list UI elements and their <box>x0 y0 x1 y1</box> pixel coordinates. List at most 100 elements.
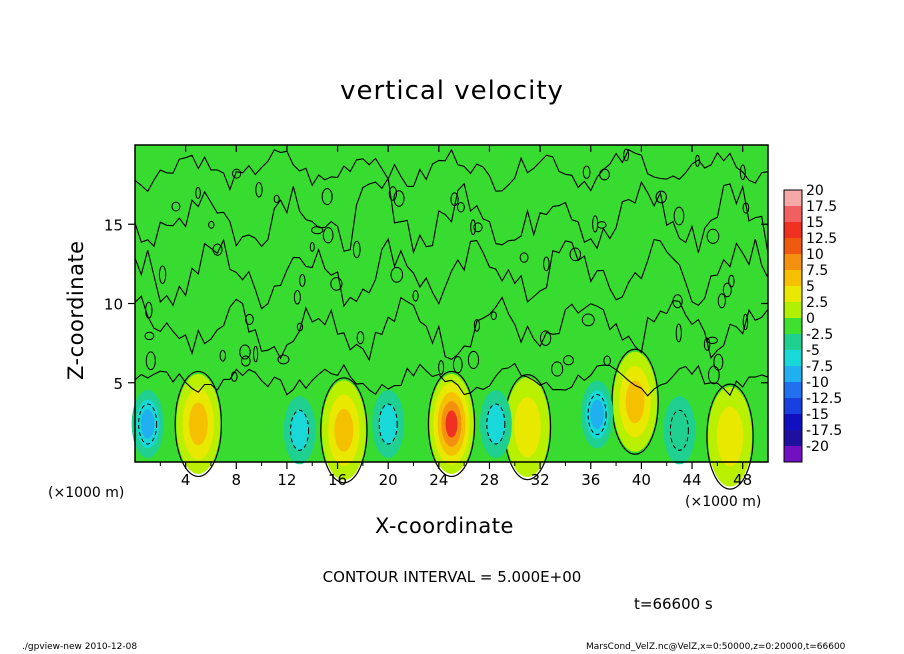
downdraft-contour <box>138 403 158 445</box>
small-contour-loop <box>599 168 610 181</box>
small-contour-loop <box>603 355 611 366</box>
updraft-cell <box>188 402 208 446</box>
colorbar-label: -5 <box>806 343 820 359</box>
colorbar-swatch <box>784 190 802 206</box>
updraft-cell <box>445 410 458 438</box>
colorbar-frame <box>783 189 803 463</box>
small-contour-loop <box>244 313 254 325</box>
downdraft-cell <box>378 403 398 445</box>
small-contour-loop <box>390 266 404 283</box>
small-contour-loop <box>277 354 290 365</box>
colorbar-swatch <box>784 206 802 222</box>
downdraft-cell <box>140 409 155 439</box>
x-tick-label: 20 <box>379 471 398 489</box>
colorbar-label: 0 <box>806 311 815 327</box>
small-contour-loop <box>321 188 333 206</box>
updraft-cell <box>716 406 744 467</box>
colorbar-swatch <box>784 366 802 382</box>
x-tick-label: 16 <box>328 471 347 489</box>
small-contour-loop <box>352 240 361 259</box>
small-contour-loop <box>592 215 599 233</box>
small-contour-loop <box>311 226 324 235</box>
small-contour-loop <box>438 360 445 375</box>
downdraft-cell <box>663 396 696 465</box>
x-unit-label-right: (×1000 m) <box>685 494 762 510</box>
small-contour-loop <box>253 345 259 363</box>
x-tick-label: 8 <box>232 471 242 489</box>
colorbar-label: 17.5 <box>806 199 837 215</box>
small-contour-loop <box>195 186 201 199</box>
small-contour-loop <box>293 290 301 305</box>
x-tick-label: 4 <box>181 471 191 489</box>
colorbar-swatch <box>784 382 802 398</box>
small-contour-loop <box>255 182 263 198</box>
small-contour-loop <box>450 192 459 207</box>
small-contour-loop <box>473 318 480 332</box>
small-contour-loop <box>519 252 529 263</box>
colorbar-label: -17.5 <box>806 423 842 439</box>
small-contour-loop <box>543 256 550 272</box>
small-contour-loop <box>467 350 480 370</box>
colorbar-label: 2.5 <box>806 295 828 311</box>
updraft-cell <box>334 408 354 452</box>
small-contour-loop <box>569 247 582 262</box>
colorbar-label: -10 <box>806 375 829 391</box>
zero-contour-line <box>134 237 769 310</box>
x-tick-label: 28 <box>480 471 499 489</box>
x-tick-label: 48 <box>733 471 752 489</box>
colorbar-label: -12.5 <box>806 391 842 407</box>
small-contour-loop <box>672 294 683 309</box>
small-contour-loop <box>330 277 343 291</box>
colorbar-swatch <box>784 350 802 366</box>
updraft-contour <box>427 370 476 478</box>
updraft-contour <box>174 370 222 478</box>
downdraft-cell <box>590 399 604 430</box>
colorbar-swatch <box>784 318 802 334</box>
small-contour-loop <box>273 194 280 204</box>
small-contour-loop <box>230 371 238 382</box>
small-contour-loop <box>675 323 682 343</box>
zero-contour-line <box>134 362 769 397</box>
time-stamp-text: t=66600 s <box>634 595 713 613</box>
small-contour-loop <box>551 361 564 377</box>
small-contour-loop <box>563 355 574 366</box>
colorbar-swatch <box>784 270 802 286</box>
colorbar-swatch <box>784 414 802 430</box>
small-contour-loop <box>728 274 735 288</box>
colorbar-swatch <box>784 398 802 414</box>
updraft-cell <box>625 380 645 424</box>
small-contour-loop <box>470 219 477 236</box>
small-contour-loop <box>713 353 724 371</box>
downdraft-contour <box>378 403 398 445</box>
colorbar-label: -2.5 <box>806 327 833 343</box>
x-tick-label: 24 <box>429 471 448 489</box>
small-contour-loop <box>240 355 251 367</box>
colorbar-swatch <box>784 334 802 350</box>
small-contour-loop <box>581 313 595 327</box>
small-contour-loop <box>717 293 726 309</box>
updraft-cell <box>514 397 541 458</box>
x-tick-label: 32 <box>531 471 550 489</box>
small-contour-loop <box>393 190 405 207</box>
downdraft-contour <box>669 409 689 451</box>
colorbar-label: 5 <box>806 279 815 295</box>
small-contour-loop <box>388 186 398 201</box>
colorbar-label: -15 <box>806 407 829 423</box>
updraft-contour <box>611 348 659 455</box>
small-contour-loop <box>708 365 720 385</box>
contour-interval-text: CONTOUR INTERVAL = 5.000E+00 <box>322 568 582 586</box>
colorbar-label: 20 <box>806 183 824 199</box>
small-contour-loop <box>296 322 304 332</box>
small-contour-loop <box>473 222 483 233</box>
downdraft-contour <box>587 393 607 435</box>
y-tick-label: 5 <box>113 375 123 393</box>
footer-program-info: ./gpview-new 2010-12-08 <box>22 642 138 652</box>
x-tick-label: 36 <box>581 471 600 489</box>
colorbar-label: -20 <box>806 439 829 455</box>
y-tick-label: 15 <box>104 216 123 234</box>
small-contour-loop <box>742 313 749 331</box>
small-contour-loop <box>655 190 667 204</box>
x-tick-label: 40 <box>632 471 651 489</box>
small-contour-loop <box>703 337 711 351</box>
